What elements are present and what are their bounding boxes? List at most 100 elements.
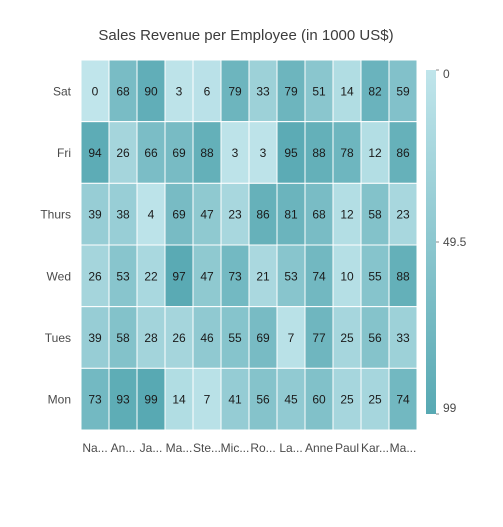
heatmap-cell[interactable] — [276, 59, 306, 123]
cell-value-label: 39 — [88, 208, 102, 222]
x-axis-tick-label: Na... — [82, 441, 107, 455]
heatmap-cell[interactable] — [388, 244, 418, 308]
cell-value-label: 93 — [116, 393, 130, 407]
cell-value-label: 97 — [172, 269, 186, 283]
cell-value-label: 56 — [256, 393, 270, 407]
color-scale-label: 49.5 — [443, 235, 467, 249]
y-axis-tick-label: Tues — [45, 331, 71, 345]
heatmap-cell[interactable] — [136, 306, 166, 369]
heatmap-cell[interactable] — [304, 59, 334, 123]
heatmap-cell[interactable] — [80, 182, 110, 246]
heatmap-cell[interactable] — [136, 121, 166, 184]
cell-value-label: 69 — [172, 146, 186, 160]
cell-value-label: 69 — [256, 331, 270, 345]
heatmap-cell[interactable] — [164, 367, 194, 431]
cell-value-label: 68 — [116, 84, 130, 98]
heatmap-cell[interactable] — [80, 121, 110, 184]
heatmap-cell[interactable] — [304, 182, 334, 246]
cell-value-label: 94 — [88, 146, 102, 160]
cell-value-label: 26 — [88, 269, 102, 283]
heatmap-cell[interactable] — [248, 121, 278, 184]
heatmap-cell[interactable] — [360, 59, 390, 123]
heatmap-cell[interactable] — [136, 244, 166, 308]
cell-value-label: 77 — [312, 331, 326, 345]
cell-value-label: 7 — [288, 331, 295, 345]
cell-value-label: 26 — [116, 146, 130, 160]
cell-value-label: 6 — [204, 84, 211, 98]
cell-value-label: 79 — [284, 84, 298, 98]
heatmap-cell[interactable] — [108, 306, 138, 369]
heatmap-cell[interactable] — [248, 59, 278, 123]
x-axis-tick-label: La... — [279, 441, 302, 455]
heatmap-cell[interactable] — [192, 306, 222, 369]
heatmap-cell[interactable] — [248, 244, 278, 308]
cell-value-label: 90 — [144, 84, 158, 98]
cell-value-label: 28 — [144, 331, 158, 345]
heatmap-cell[interactable] — [248, 367, 278, 431]
heatmap-cell[interactable] — [80, 244, 110, 308]
heatmap-cell[interactable] — [388, 367, 418, 431]
cell-value-label: 60 — [312, 393, 326, 407]
heatmap-cell[interactable] — [136, 182, 166, 246]
heatmap-cell[interactable] — [220, 367, 250, 431]
heatmap-cell[interactable] — [388, 121, 418, 184]
cell-value-label: 73 — [88, 393, 102, 407]
y-axis-tick-label: Wed — [47, 269, 71, 283]
heatmap-cell[interactable] — [136, 367, 166, 431]
cell-value-label: 53 — [116, 269, 130, 283]
heatmap-cell[interactable] — [276, 182, 306, 246]
cell-value-label: 99 — [144, 393, 158, 407]
heatmap-cell[interactable] — [164, 182, 194, 246]
cell-value-label: 33 — [256, 84, 270, 98]
heatmap-cell[interactable] — [304, 367, 334, 431]
heatmap-cell[interactable] — [388, 182, 418, 246]
cell-value-label: 88 — [200, 146, 214, 160]
heatmap-cell[interactable] — [192, 182, 222, 246]
heatmap-cell[interactable] — [248, 182, 278, 246]
cell-value-label: 12 — [340, 208, 354, 222]
cell-value-label: 3 — [232, 146, 239, 160]
cell-value-label: 38 — [116, 208, 130, 222]
heatmap-cell[interactable] — [276, 306, 306, 369]
cell-value-label: 51 — [312, 84, 326, 98]
cell-value-label: 78 — [340, 146, 354, 160]
heatmap-cell[interactable] — [360, 306, 390, 369]
x-axis-tick-label: Mic... — [221, 441, 250, 455]
cell-value-label: 58 — [368, 208, 382, 222]
cell-value-label: 12 — [368, 146, 382, 160]
y-axis-tick-label: Thurs — [40, 208, 71, 222]
heatmap-cell[interactable] — [332, 182, 362, 246]
cell-value-label: 47 — [200, 269, 214, 283]
heatmap-cell[interactable] — [248, 306, 278, 369]
heatmap-cell[interactable] — [220, 121, 250, 184]
heatmap-cell[interactable] — [276, 244, 306, 308]
cell-value-label: 3 — [260, 146, 267, 160]
heatmap-cell[interactable] — [388, 306, 418, 369]
heatmap-cell[interactable] — [220, 59, 250, 123]
color-scale-bar — [426, 70, 436, 414]
cell-value-label: 88 — [312, 146, 326, 160]
heatmap-cell[interactable] — [220, 244, 250, 308]
x-axis-tick-label: Ro... — [250, 441, 275, 455]
cell-value-label: 25 — [340, 393, 354, 407]
cell-value-label: 39 — [88, 331, 102, 345]
cell-value-label: 56 — [368, 331, 382, 345]
heatmap-cell[interactable] — [192, 244, 222, 308]
cell-value-label: 45 — [284, 393, 298, 407]
heatmap-cell[interactable] — [164, 306, 194, 369]
cell-value-label: 3 — [176, 84, 183, 98]
chart-title: Sales Revenue per Employee (in 1000 US$) — [98, 27, 394, 44]
cell-value-label: 41 — [228, 393, 242, 407]
cell-value-label: 68 — [312, 208, 326, 222]
cell-value-label: 88 — [396, 269, 410, 283]
heatmap-cell[interactable] — [220, 306, 250, 369]
heatmap-cell[interactable] — [332, 244, 362, 308]
heatmap-cell[interactable] — [276, 367, 306, 431]
x-axis-tick-label: Kar... — [361, 441, 389, 455]
heatmap-cell[interactable] — [108, 367, 138, 431]
cell-value-label: 0 — [92, 84, 99, 98]
heatmap-cell[interactable] — [108, 244, 138, 308]
heatmap-cell[interactable] — [360, 367, 390, 431]
heatmap-cell[interactable] — [108, 121, 138, 184]
